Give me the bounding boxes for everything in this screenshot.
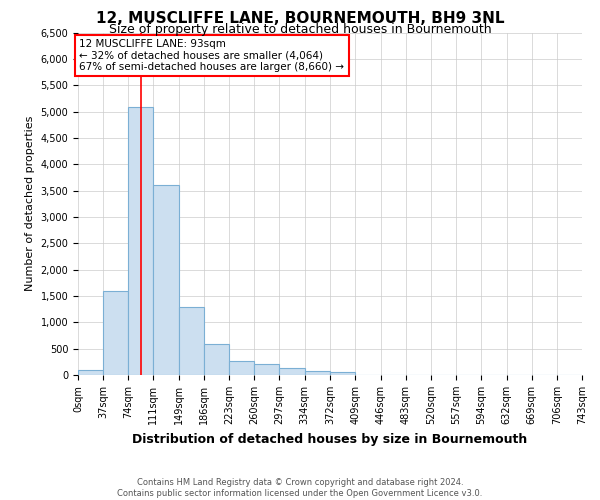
Text: Contains HM Land Registry data © Crown copyright and database right 2024.
Contai: Contains HM Land Registry data © Crown c…: [118, 478, 482, 498]
Text: Size of property relative to detached houses in Bournemouth: Size of property relative to detached ho…: [109, 22, 491, 36]
Bar: [204, 344, 229, 375]
Bar: [305, 371, 331, 375]
Text: 12 MUSCLIFFE LANE: 93sqm
← 32% of detached houses are smaller (4,064)
67% of sem: 12 MUSCLIFFE LANE: 93sqm ← 32% of detach…: [79, 39, 344, 72]
Bar: [153, 186, 179, 375]
Bar: [128, 108, 153, 375]
Bar: [254, 364, 280, 375]
Text: 12, MUSCLIFFE LANE, BOURNEMOUTH, BH9 3NL: 12, MUSCLIFFE LANE, BOURNEMOUTH, BH9 3NL: [96, 11, 504, 26]
Bar: [179, 306, 204, 375]
Y-axis label: Number of detached properties: Number of detached properties: [25, 116, 35, 292]
Bar: [280, 368, 305, 375]
Bar: [229, 361, 254, 375]
Bar: [78, 370, 103, 375]
Bar: [331, 372, 355, 375]
X-axis label: Distribution of detached houses by size in Bournemouth: Distribution of detached houses by size …: [133, 432, 527, 446]
Bar: [103, 290, 128, 375]
